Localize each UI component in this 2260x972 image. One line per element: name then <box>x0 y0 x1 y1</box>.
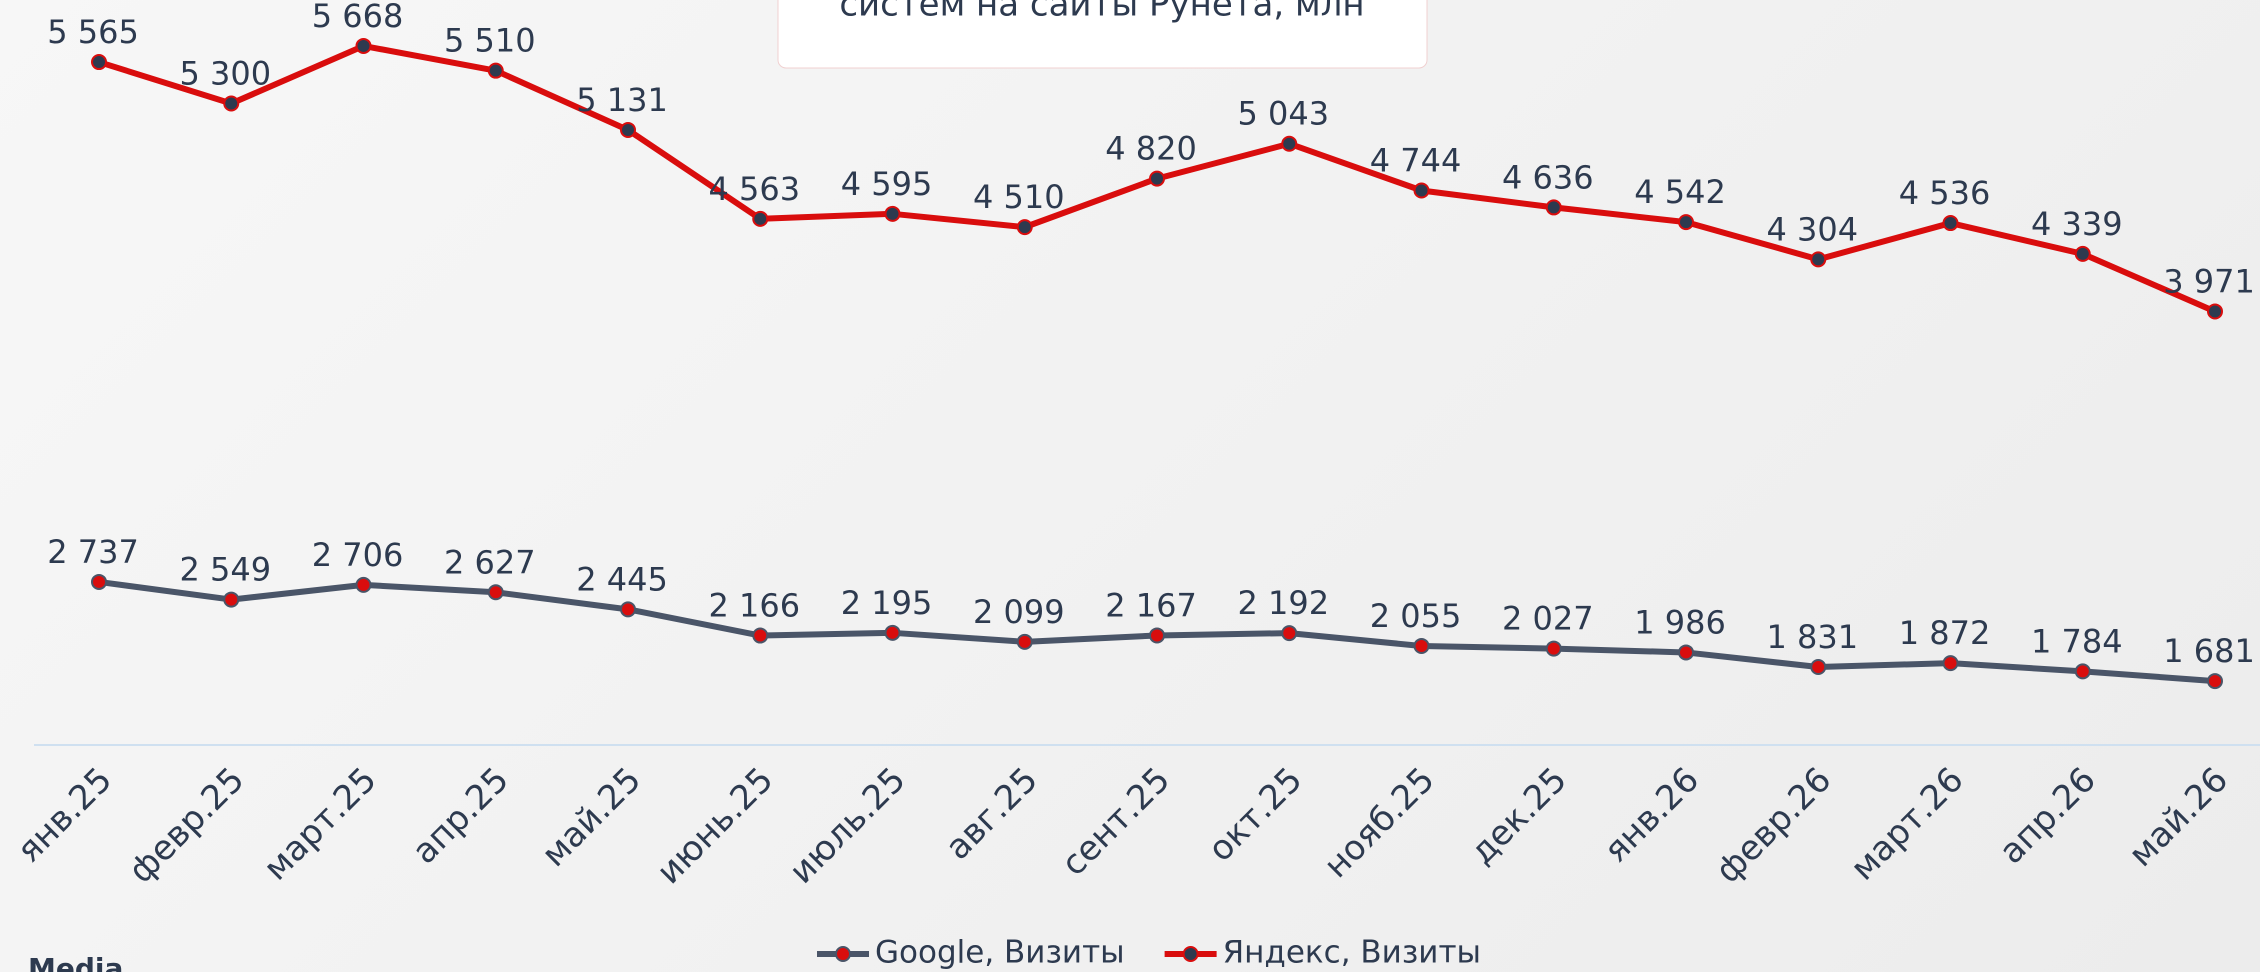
data-label: 2 627 <box>444 543 536 581</box>
legend-marker <box>1184 947 1198 961</box>
x-tick-label: нояб.25 <box>1316 760 1442 886</box>
data-label: 4 563 <box>708 170 800 208</box>
data-label: 1 681 <box>2163 632 2255 670</box>
data-label: 1 784 <box>2031 622 2123 660</box>
x-tick-label: сент.25 <box>1054 760 1178 884</box>
point <box>2208 304 2222 318</box>
data-label: 2 706 <box>312 536 404 574</box>
legend-label: Google, Визиты <box>875 935 1125 971</box>
point <box>886 626 900 640</box>
data-label: 2 099 <box>973 593 1065 631</box>
x-tick-label: авг.25 <box>938 760 1046 868</box>
data-label: 2 055 <box>1370 597 1462 635</box>
point <box>2076 247 2090 261</box>
data-label: 4 536 <box>1899 174 1991 212</box>
data-label: 1 986 <box>1634 603 1726 641</box>
point <box>1547 642 1561 656</box>
x-tick-label: май.25 <box>534 760 649 875</box>
point <box>489 64 503 78</box>
data-label: 2 195 <box>841 584 933 622</box>
data-label: 4 304 <box>1766 210 1858 248</box>
logo: Media <box>28 952 123 972</box>
data-label: 5 131 <box>576 81 668 119</box>
data-label: 2 445 <box>576 560 668 598</box>
x-tick-label: март.25 <box>256 760 385 889</box>
point <box>357 39 371 53</box>
point <box>753 212 767 226</box>
x-tick-label: март.26 <box>1843 760 1972 889</box>
point <box>1944 656 1958 670</box>
point <box>92 575 106 589</box>
x-tick-label: окт.25 <box>1201 760 1311 870</box>
data-label: 4 820 <box>1105 130 1197 168</box>
x-tick-label: апр.26 <box>1992 760 2104 872</box>
point <box>92 55 106 69</box>
point <box>886 207 900 221</box>
x-tick-label: февр.26 <box>1708 760 1839 891</box>
chart: систем на сайты Рунета, млн Media янв.25… <box>0 0 2260 972</box>
chart-title: систем на сайты Рунета, млн <box>839 0 1364 25</box>
x-tick-label: июль.25 <box>782 760 914 892</box>
data-label: 1 872 <box>1899 614 1991 652</box>
legend-marker <box>836 947 850 961</box>
data-label: 5 668 <box>312 0 404 35</box>
point <box>1415 184 1429 198</box>
point <box>1679 215 1693 229</box>
point <box>1944 216 1958 230</box>
point <box>1282 137 1296 151</box>
point <box>1679 645 1693 659</box>
x-tick-label: февр.25 <box>121 760 252 891</box>
x-tick-label: дек.25 <box>1462 760 1574 872</box>
point <box>1150 172 1164 186</box>
data-label: 5 300 <box>179 55 271 93</box>
data-label: 4 595 <box>841 165 933 203</box>
point <box>1282 626 1296 640</box>
data-label: 4 339 <box>2031 205 2123 243</box>
x-tick-label: янв.25 <box>9 760 120 871</box>
data-label: 5 565 <box>47 13 139 51</box>
data-label: 2 166 <box>708 587 800 625</box>
point <box>2076 664 2090 678</box>
point <box>753 629 767 643</box>
point <box>1150 628 1164 642</box>
point <box>2208 674 2222 688</box>
point <box>357 578 371 592</box>
data-label: 5 043 <box>1237 95 1329 133</box>
data-label: 4 542 <box>1634 173 1726 211</box>
point <box>1547 200 1561 214</box>
point <box>621 602 635 616</box>
data-label: 2 192 <box>1237 584 1329 622</box>
data-label: 2 549 <box>179 551 271 589</box>
point <box>1018 635 1032 649</box>
point <box>224 97 238 111</box>
point <box>1811 252 1825 266</box>
x-tick-label: янв.26 <box>1596 760 1707 871</box>
data-label: 4 510 <box>973 178 1065 216</box>
x-tick-label: май.26 <box>2121 760 2236 875</box>
data-label: 2 737 <box>47 533 139 571</box>
point <box>489 585 503 599</box>
point <box>1415 639 1429 653</box>
point <box>621 123 635 137</box>
legend-label: Яндекс, Визиты <box>1223 935 1481 971</box>
x-tick-label: июнь.25 <box>649 760 781 892</box>
data-label: 4 636 <box>1502 158 1594 196</box>
point <box>1018 220 1032 234</box>
data-label: 1 831 <box>1766 618 1858 656</box>
point <box>224 593 238 607</box>
data-label: 4 744 <box>1370 142 1462 180</box>
x-tick-label: апр.25 <box>405 760 517 872</box>
data-label: 3 971 <box>2163 262 2255 300</box>
point <box>1811 660 1825 674</box>
data-label: 5 510 <box>444 22 536 60</box>
data-label: 2 167 <box>1105 586 1197 624</box>
data-label: 2 027 <box>1502 600 1594 638</box>
